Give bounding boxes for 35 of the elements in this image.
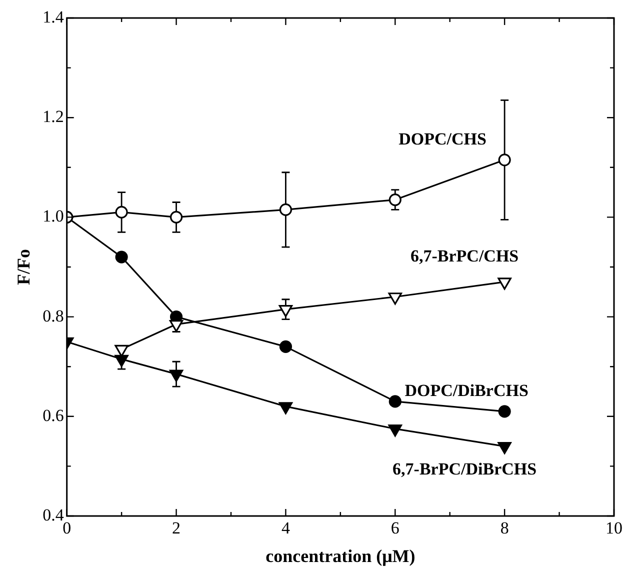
- x-tick-label: 4: [281, 518, 290, 538]
- point: [498, 278, 512, 290]
- point: [388, 292, 402, 305]
- point: [169, 370, 184, 382]
- point: [388, 193, 402, 206]
- series-label: 6,7-BrPC/CHS: [410, 246, 519, 266]
- point: [498, 442, 512, 454]
- y-tick-label: 1.4: [42, 7, 64, 26]
- point: [498, 154, 511, 166]
- point: [115, 250, 128, 264]
- x-tick-label: 2: [172, 518, 181, 538]
- point: [279, 340, 292, 353]
- x-tick-label: 6: [390, 518, 400, 538]
- y-tick-label: 0.4: [42, 505, 64, 524]
- series-label: DOPC/DiBrCHS: [404, 380, 528, 400]
- point: [278, 305, 293, 318]
- point: [169, 320, 184, 332]
- y-axis-title: F/Fo: [13, 249, 34, 285]
- x-tick-label: 10: [606, 518, 622, 538]
- point: [388, 424, 402, 437]
- series-label: DOPC/CHS: [398, 129, 486, 148]
- y-tick-label: 0.8: [42, 306, 64, 326]
- point: [115, 206, 128, 219]
- point: [114, 354, 128, 367]
- point: [170, 210, 183, 224]
- y-tick-label: 1.2: [42, 107, 64, 126]
- point: [278, 402, 293, 414]
- x-tick-label: 8: [500, 518, 509, 538]
- series-label: 6,7-BrPC/DiBrCHS: [392, 460, 537, 479]
- x-axis-title: concentration (μM): [266, 546, 416, 566]
- point: [114, 344, 128, 357]
- y-tick-label: 0.6: [42, 406, 64, 425]
- x-tick-label: 0: [62, 518, 72, 538]
- y-tick-label: 1.0: [42, 206, 64, 226]
- point: [279, 203, 292, 216]
